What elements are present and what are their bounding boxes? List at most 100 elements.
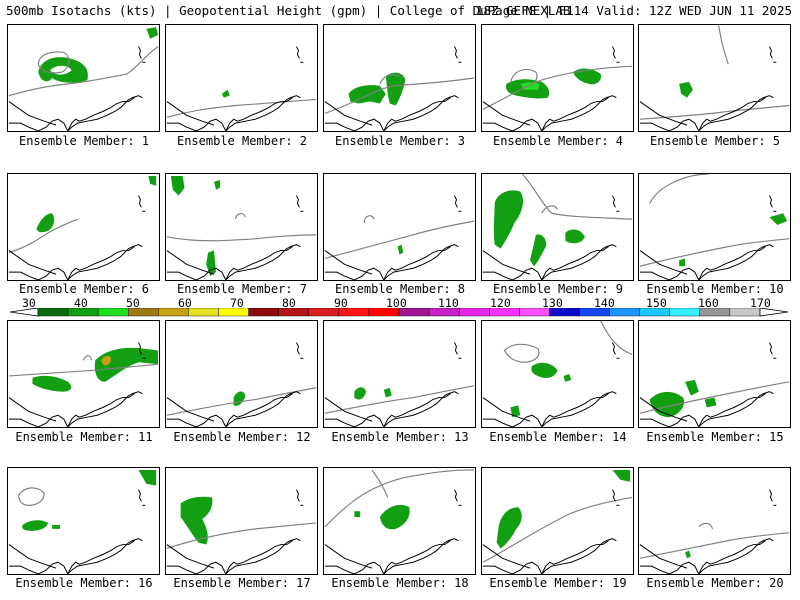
country-border <box>639 397 688 422</box>
coastline <box>166 391 301 427</box>
legend-color-swatch <box>67 308 99 317</box>
legend-color-swatch <box>699 308 731 317</box>
coastline <box>698 246 766 280</box>
coastline <box>166 244 301 280</box>
coastline <box>138 489 142 502</box>
coastline <box>296 46 300 59</box>
isotach-contour-fill <box>685 550 691 559</box>
legend-color-swatch <box>669 308 701 317</box>
ensemble-member-label: Ensemble Member: 12 <box>173 430 311 444</box>
isotach-contour-fill <box>510 405 521 418</box>
coastline <box>383 97 451 131</box>
legend-color-swatch <box>729 308 761 317</box>
ensemble-map-19 <box>482 469 633 574</box>
height-contour <box>639 25 790 120</box>
coastline <box>225 393 293 427</box>
isotach-contour-fill <box>354 387 367 400</box>
legend-tick-label: 120 <box>490 296 511 310</box>
ensemble-map-10 <box>639 174 790 280</box>
header-run-info: 18Z GEFS | F114 Valid: 12Z WED JUN 11 20… <box>475 3 792 18</box>
coastline <box>769 342 773 355</box>
header-title: 500mb Isotachs (kts) | Geopotential Heig… <box>6 3 571 18</box>
legend-color-swatch <box>218 308 249 317</box>
coastline <box>8 95 143 131</box>
isotach-contour-fill <box>148 175 157 186</box>
height-contour <box>482 65 633 110</box>
height-contour <box>8 218 78 254</box>
coastline <box>8 538 143 574</box>
ensemble-map-9 <box>482 174 633 280</box>
ensemble-panel-13 <box>323 320 476 428</box>
coastline <box>698 97 766 131</box>
legend-color-swatch <box>489 308 520 317</box>
coastline <box>541 97 609 131</box>
height-contour <box>8 355 159 377</box>
coastline <box>324 244 459 280</box>
isotach-contour-fill <box>221 89 230 98</box>
legend-tick-label: 70 <box>230 296 244 310</box>
isotach-contour-fill <box>101 355 111 366</box>
legend-color-swatch <box>458 308 490 317</box>
isotach-contour-fill <box>94 347 159 382</box>
ensemble-panel-7 <box>165 173 318 281</box>
height-contour <box>521 174 633 220</box>
coastline <box>296 342 300 355</box>
height-contour <box>18 487 45 506</box>
coastline <box>541 246 609 280</box>
legend-color-swatch <box>338 308 370 317</box>
coastline <box>769 489 773 502</box>
ensemble-panel-9 <box>481 173 634 281</box>
isotach-contour-fill <box>379 504 410 530</box>
coastline <box>324 538 459 574</box>
isotach-contour-fill <box>531 362 558 378</box>
ensemble-member-label: Ensemble Member: 17 <box>173 576 311 590</box>
ensemble-member-label: Ensemble Member: 10 <box>646 282 784 296</box>
height-contour <box>166 522 317 550</box>
ensemble-member-label: Ensemble Member: 20 <box>646 576 784 590</box>
coastline <box>67 246 135 280</box>
coastline <box>324 391 459 427</box>
legend-tick-label: 140 <box>594 296 615 310</box>
ensemble-member-label: Ensemble Member: 11 <box>15 430 153 444</box>
coastline <box>612 342 616 355</box>
coastline <box>138 342 142 355</box>
coastline <box>8 391 143 427</box>
coastline <box>482 244 617 280</box>
ensemble-map-4 <box>482 46 633 131</box>
country-border <box>166 250 215 275</box>
coastline <box>769 46 773 59</box>
coastline <box>296 489 300 502</box>
height-contour <box>8 46 159 97</box>
legend-color-swatch <box>579 308 610 317</box>
coastline <box>166 95 301 131</box>
ensemble-member-label: Ensemble Member: 8 <box>334 282 466 296</box>
height-contour <box>482 496 633 563</box>
isotach-contour-fill <box>565 229 585 244</box>
country-border <box>8 101 57 126</box>
height-contour <box>324 385 475 414</box>
legend-tick-label: 30 <box>22 296 36 310</box>
legend-max-arrow <box>759 308 789 317</box>
coastline <box>454 195 458 208</box>
isotach-contour-fill <box>383 387 392 398</box>
coastline <box>166 538 301 574</box>
ensemble-panel-15 <box>638 320 791 428</box>
ensemble-panel-4 <box>481 24 634 132</box>
ensemble-map-3 <box>324 46 475 131</box>
ensemble-member-label: Ensemble Member: 3 <box>334 134 466 148</box>
ensemble-map-13 <box>324 342 475 427</box>
isotach-contour-fill <box>146 26 159 39</box>
ensemble-panel-20 <box>638 467 791 575</box>
legend-min-arrow <box>9 308 39 317</box>
ensemble-map-6 <box>8 175 157 280</box>
isotach-contour-fill <box>170 175 185 196</box>
coastline <box>769 195 773 208</box>
height-contour <box>166 213 317 242</box>
ensemble-member-label: Ensemble Member: 5 <box>649 134 781 148</box>
legend-tick-label: 130 <box>542 296 563 310</box>
coastline <box>639 95 774 131</box>
coastline <box>383 246 451 280</box>
coastline <box>67 540 135 574</box>
ensemble-member-label: Ensemble Member: 9 <box>492 282 624 296</box>
coastline <box>639 538 774 574</box>
